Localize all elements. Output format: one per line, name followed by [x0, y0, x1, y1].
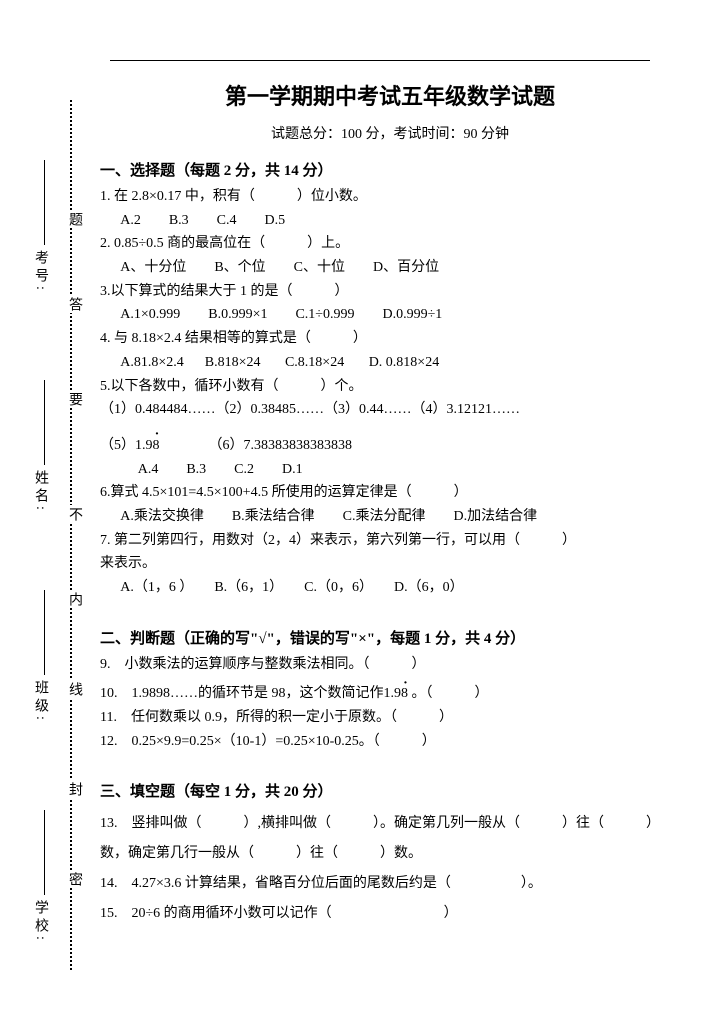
binding-char-8: 密: [64, 870, 84, 888]
section2-heading: 二、判断题（正确的写"√"，错误的写"×"，每题 1 分，共 4 分）: [100, 627, 680, 648]
section1-heading: 一、选择题（每题 2 分，共 14 分）: [100, 159, 680, 180]
q2-opts: A、十分位 B、个位 C、十位 D、百分位: [100, 257, 680, 279]
binding-label-name: 姓名:: [30, 470, 50, 514]
top-rule: [110, 60, 650, 61]
q10-pre: 10. 1.9898……的循环节是 98，这个数简记作1.9: [100, 686, 401, 701]
binding-line-1: [44, 160, 45, 245]
q12: 12. 0.25×9.9=0.25×（10-1）=0.25×10-0.25。（ …: [100, 731, 680, 753]
q6: 6.算式 4.5×101=4.5×100+4.5 所使用的运算定律是（ ）: [100, 482, 680, 504]
q5b-recurring-dot: 8: [153, 435, 160, 457]
exam-title: 第一学期期中考试五年级数学试题: [100, 79, 680, 111]
q3: 3.以下算式的结果大于 1 的是（ ）: [100, 281, 680, 303]
q5-list-a: （1）0.484484……（2）0.38485……（3）0.44……（4）3.1…: [100, 399, 680, 421]
binding-char-1: 题: [64, 210, 84, 228]
q13b: 数，确定第几行一般从（ ）往（ ）数。: [100, 843, 680, 865]
q10-post: 。（ ）: [408, 686, 489, 701]
q5: 5.以下各数中，循环小数有（ ）个。: [100, 376, 680, 398]
q1: 1. 在 2.8×0.17 中，积有（ ）位小数。: [100, 186, 680, 208]
q7b: 来表示。: [100, 553, 680, 575]
q9: 9. 小数乘法的运算顺序与整数乘法相同。（ ）: [100, 654, 680, 676]
binding-char-6: 线: [64, 680, 84, 698]
binding-char-2: 答: [64, 295, 84, 313]
q7a: 7. 第二列第四行，用数对（2，4）来表示，第六列第一行，可以用（ ）: [100, 530, 680, 552]
binding-dotted-line: [70, 100, 72, 970]
q1-opts: A.2 B.3 C.4 D.5: [100, 210, 680, 232]
section3-heading: 三、填空题（每空 1 分，共 20 分）: [100, 780, 680, 801]
binding-label-class: 班级:: [30, 680, 50, 724]
q10-recurring-dot: 8: [401, 683, 408, 705]
binding-line-2: [44, 380, 45, 465]
binding-line-3: [44, 590, 45, 675]
q3-opts: A.1×0.999 B.0.999×1 C.1÷0.999 D.0.999÷1: [100, 304, 680, 326]
q7-opts: A.（1，6 ） B.（6，1） C.（0，6） D.（6，0）: [100, 577, 680, 599]
q5-list-b: （5）1.98 （6）7.38383838383838: [100, 435, 680, 457]
q15: 15. 20÷6 的商用循环小数可以记作（ ）: [100, 903, 680, 925]
binding-char-5: 内: [64, 590, 84, 608]
binding-line-4: [44, 810, 45, 895]
q5b-mid: （6）7.38383838383838: [160, 438, 353, 453]
q2: 2. 0.85÷0.5 商的最高位在（ ）上。: [100, 233, 680, 255]
q4: 4. 与 8.18×2.4 结果相等的算式是（ ）: [100, 328, 680, 350]
binding-char-4: 不: [64, 505, 84, 523]
page-content: 第一学期期中考试五年级数学试题 试题总分：100 分，考试时间：90 分钟 一、…: [100, 60, 680, 926]
binding-margin: 题 答 要 不 内 线 封 密 考号: 姓名: 班级: 学校:: [30, 100, 90, 970]
binding-label-examno: 考号:: [30, 250, 50, 294]
q13a: 13. 竖排叫做（ ）,横排叫做（ ）。确定第几列一般从（ ）往（ ）: [100, 813, 680, 835]
q5b-pre: （5）1.9: [100, 438, 153, 453]
q6-opts: A.乘法交换律 B.乘法结合律 C.乘法分配律 D.加法结合律: [100, 506, 680, 528]
q10: 10. 1.9898……的循环节是 98，这个数简记作1.98 。（ ）: [100, 683, 680, 705]
q4-opts: A.81.8×2.4 B.818×24 C.8.18×24 D. 0.818×2…: [100, 352, 680, 374]
q5-opts: A.4 B.3 C.2 D.1: [100, 459, 680, 481]
q11: 11. 任何数乘以 0.9，所得的积一定小于原数。（ ）: [100, 707, 680, 729]
binding-label-school: 学校:: [30, 900, 50, 944]
binding-char-7: 封: [64, 780, 84, 798]
binding-char-3: 要: [64, 390, 84, 408]
exam-subtitle: 试题总分：100 分，考试时间：90 分钟: [100, 123, 680, 143]
q14: 14. 4.27×3.6 计算结果，省略百分位后面的尾数后约是（ ）。: [100, 873, 680, 895]
